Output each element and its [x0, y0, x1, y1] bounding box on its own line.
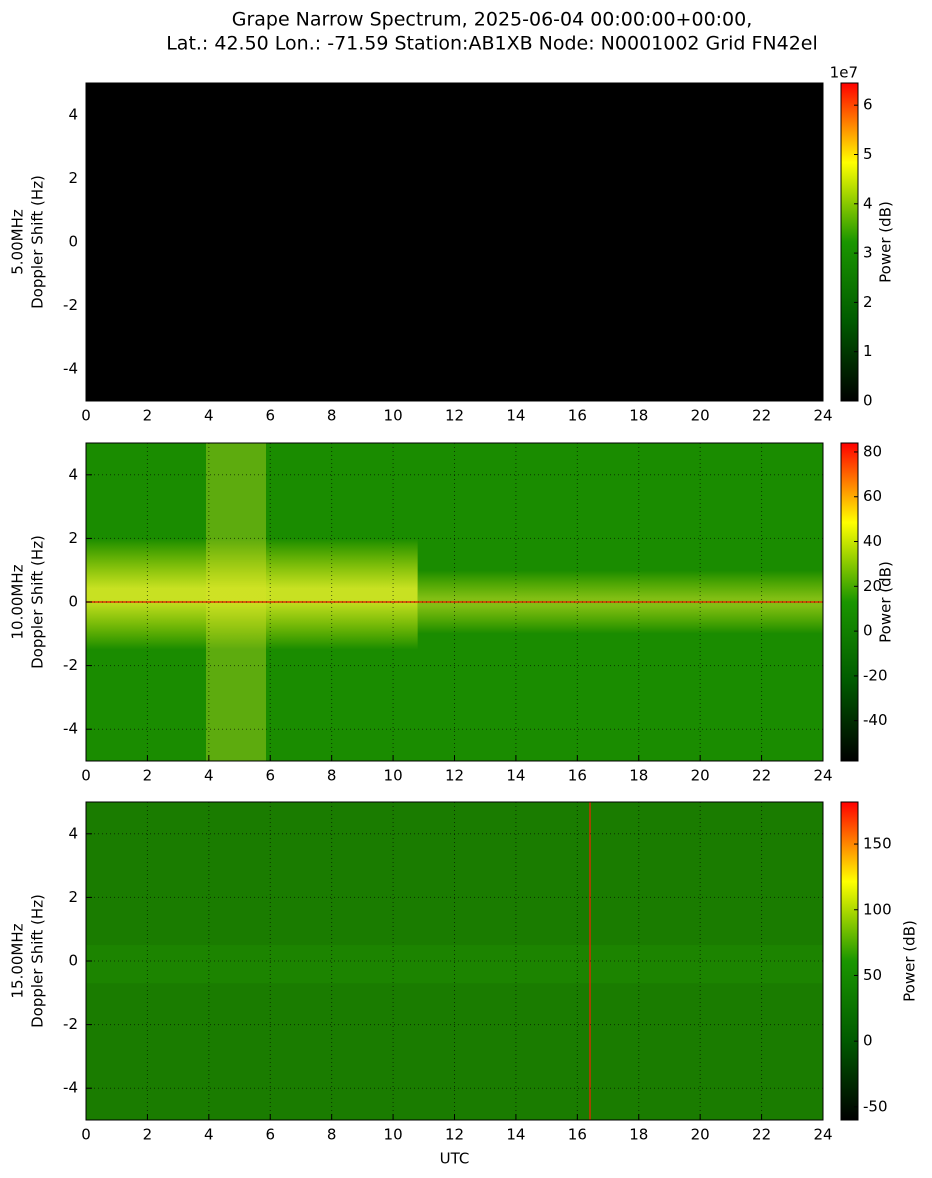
y-tick-label: -4 [63, 360, 78, 378]
colorbar-tick-label: 3 [863, 244, 873, 262]
x-tick-label: 8 [327, 407, 337, 425]
y-axis-label: Doppler Shift (Hz) [29, 535, 47, 669]
y-tick-label: 2 [68, 529, 78, 547]
colorbar-tick-label: 0 [863, 392, 873, 410]
colorbar-tick-label: 150 [863, 835, 892, 853]
x-tick-label: 22 [752, 407, 771, 425]
x-tick-label: 10 [384, 767, 403, 785]
y-tick-label: -4 [63, 720, 78, 738]
title: Grape Narrow Spectrum, 2025-06-04 00:00:… [232, 9, 753, 31]
y-axis-label: Doppler Shift (Hz) [29, 175, 47, 309]
colorbar [840, 82, 859, 402]
x-tick-label: 22 [752, 767, 771, 785]
frequency-label: 5.00MHz [9, 209, 27, 275]
x-tick-label: 2 [143, 767, 153, 785]
colorbar-tick-label: -20 [863, 666, 888, 684]
colorbar [840, 801, 859, 1121]
y-tick-label: 2 [68, 169, 78, 187]
x-tick-label: 20 [691, 1126, 710, 1144]
x-tick-label: 18 [629, 1126, 648, 1144]
plot-frame [85, 442, 824, 762]
y-tick-label: -2 [63, 1015, 78, 1033]
colorbar-offset: 1e7 [830, 64, 858, 82]
x-tick-label: 12 [445, 767, 464, 785]
x-tick-label: 22 [752, 1126, 771, 1144]
x-tick-label: 6 [265, 1126, 275, 1144]
x-tick-label: 8 [327, 767, 337, 785]
x-tick-label: 2 [143, 1126, 153, 1144]
x-axis-label: UTC [440, 1150, 470, 1168]
colorbar-tick-label: 100 [863, 900, 892, 918]
x-tick-label: 14 [506, 1126, 525, 1144]
colorbar-tick-label: 60 [863, 487, 882, 505]
x-tick-label: 4 [204, 1126, 214, 1144]
y-tick-label: 4 [68, 105, 78, 123]
y-tick-label: 0 [68, 593, 78, 611]
colorbar [840, 442, 859, 762]
colorbar-label: Power (dB) [877, 561, 895, 643]
y-tick-label: 4 [68, 465, 78, 483]
y-tick-label: -2 [63, 656, 78, 674]
y-tick-label: -4 [63, 1079, 78, 1097]
x-tick-label: 4 [204, 767, 214, 785]
x-tick-label: 0 [81, 407, 91, 425]
y-tick-label: 2 [68, 888, 78, 906]
colorbar-tick-label: 80 [863, 442, 882, 460]
colorbar-tick-label: 20 [863, 577, 882, 595]
x-tick-label: 14 [506, 407, 525, 425]
y-tick-label: -2 [63, 296, 78, 314]
x-tick-label: 0 [81, 767, 91, 785]
colorbar-tick-label: 4 [863, 194, 873, 212]
x-tick-label: 12 [445, 1126, 464, 1144]
x-tick-label: 10 [384, 407, 403, 425]
x-tick-label: 8 [327, 1126, 337, 1144]
plot-frame [85, 82, 824, 402]
x-tick-label: 4 [204, 407, 214, 425]
heatmap-image [86, 538, 418, 650]
colorbar-tick-label: 0 [863, 1032, 873, 1050]
colorbar-tick-label: 5 [863, 145, 873, 163]
colorbar-tick-label: 6 [863, 96, 873, 114]
colorbar-tick-label: 50 [863, 966, 882, 984]
heatmap-image [86, 945, 823, 984]
x-tick-label: 10 [384, 1126, 403, 1144]
colorbar-label: Power (dB) [901, 920, 919, 1002]
x-tick-label: 18 [629, 407, 648, 425]
y-tick-label: 0 [68, 952, 78, 970]
y-tick-label: 0 [68, 233, 78, 251]
x-tick-label: 6 [265, 767, 275, 785]
x-tick-label: 0 [81, 1126, 91, 1144]
colorbar-label: Power (dB) [877, 201, 895, 283]
x-tick-label: 2 [143, 407, 153, 425]
x-tick-label: 14 [506, 767, 525, 785]
subtitle: Lat.: 42.50 Lon.: -71.59 Station:AB1XB N… [166, 33, 818, 55]
x-tick-label: 20 [691, 407, 710, 425]
frequency-label: 10.00MHz [9, 564, 27, 639]
x-tick-label: 20 [691, 767, 710, 785]
colorbar-tick-label: 0 [863, 622, 873, 640]
x-tick-label: 18 [629, 767, 648, 785]
plot-frame [85, 801, 824, 1121]
x-tick-label: 16 [568, 407, 587, 425]
x-tick-label: 24 [813, 767, 832, 785]
colorbar-tick-label: -40 [863, 711, 888, 729]
colorbar-tick-label: 40 [863, 532, 882, 550]
y-axis-label: Doppler Shift (Hz) [29, 894, 47, 1028]
x-tick-label: 24 [813, 407, 832, 425]
x-tick-label: 16 [568, 1126, 587, 1144]
x-tick-label: 24 [813, 1126, 832, 1144]
colorbar-tick-label: 1 [863, 342, 873, 360]
frequency-label: 15.00MHz [9, 923, 27, 998]
colorbar-tick-label: 2 [863, 293, 873, 311]
x-tick-label: 12 [445, 407, 464, 425]
y-tick-label: 4 [68, 824, 78, 842]
colorbar-tick-label: -50 [863, 1097, 888, 1115]
x-tick-label: 6 [265, 407, 275, 425]
x-tick-label: 16 [568, 767, 587, 785]
